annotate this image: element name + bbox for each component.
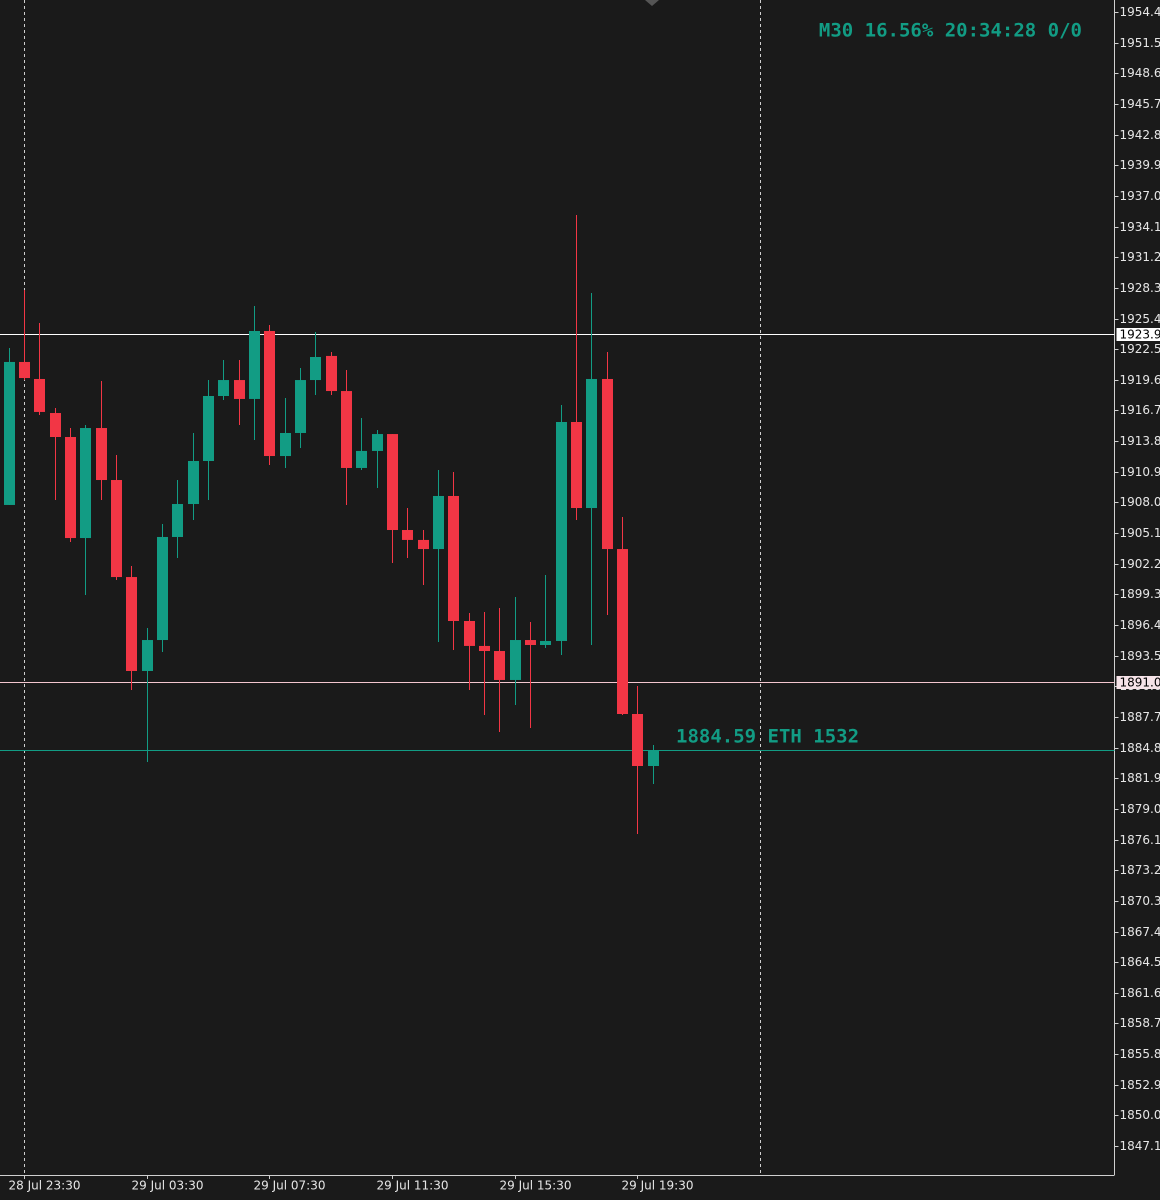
y-tick-label: 1858.72 [1120, 1016, 1160, 1030]
chart-title: M30 16.56% 20:34:28 0/0 [819, 20, 1082, 42]
candle-body [556, 421, 567, 641]
candle-body [433, 495, 444, 550]
candle-body [218, 380, 229, 396]
x-tick-label: 29 Jul 15:30 [500, 1179, 572, 1193]
y-tick-label: 1931.22 [1120, 250, 1160, 264]
y-tick-label: 1899.32 [1120, 587, 1160, 601]
candle-body [586, 378, 597, 509]
candle-body [264, 331, 275, 457]
y-tick-label: 1879.02 [1120, 802, 1160, 816]
candle-body [96, 428, 107, 481]
candle-body [525, 640, 536, 645]
price-label-box [1116, 676, 1160, 689]
price-annotation: 1884.59 ETH 1532 [676, 726, 859, 748]
y-tick-label: 1905.12 [1120, 526, 1160, 540]
y-tick-label: 1922.52 [1120, 342, 1160, 356]
candle-body [249, 331, 260, 399]
candle-body [387, 434, 398, 531]
y-tick-label: 1876.12 [1120, 833, 1160, 847]
y-tick-label: 1852.92 [1120, 1078, 1160, 1092]
y-tick-label: 1864.52 [1120, 955, 1160, 969]
y-tick-label: 1847.12 [1120, 1139, 1160, 1153]
x-tick-label: 29 Jul 19:30 [622, 1179, 694, 1193]
y-tick-label: 1945.72 [1120, 97, 1160, 111]
price-label-box [1116, 328, 1160, 341]
candle-body [50, 413, 61, 438]
candle-body [295, 380, 306, 433]
candle-body [234, 380, 245, 399]
candle-body [34, 378, 45, 412]
candle-body [341, 391, 352, 468]
y-tick-label: 1908.02 [1120, 495, 1160, 509]
y-tick-label: 1913.82 [1120, 434, 1160, 448]
x-tick-label: 29 Jul 03:30 [132, 1179, 204, 1193]
candle-body [402, 530, 413, 540]
candle-body [494, 651, 505, 680]
candle-body [648, 750, 659, 767]
candle-body [19, 361, 30, 379]
candle-body [372, 434, 383, 451]
y-tick-label: 1928.32 [1120, 281, 1160, 295]
y-tick-label: 1861.62 [1120, 986, 1160, 1000]
y-tick-label: 1937.02 [1120, 189, 1160, 203]
candle-body [172, 504, 183, 537]
candle-body [617, 549, 628, 715]
price-label: 1891.00 [1120, 676, 1160, 690]
y-tick-label: 1881.92 [1120, 771, 1160, 785]
y-tick-label: 1934.12 [1120, 220, 1160, 234]
candle-body [418, 539, 429, 550]
candle-body [111, 480, 122, 578]
y-tick-label: 1942.82 [1120, 128, 1160, 142]
candle-body [326, 355, 337, 392]
y-tick-label: 1870.32 [1120, 894, 1160, 908]
x-tick-label: 29 Jul 11:30 [377, 1179, 449, 1193]
y-tick-label: 1850.02 [1120, 1108, 1160, 1122]
candle-body [80, 428, 91, 539]
candle-body [310, 357, 321, 381]
candle-body [280, 432, 291, 457]
y-tick-label: 1910.92 [1120, 465, 1160, 479]
candle-body [142, 640, 153, 671]
shift-marker [645, 0, 659, 6]
candle-body [448, 495, 459, 622]
y-tick-label: 1887.72 [1120, 710, 1160, 724]
y-tick-label: 1919.62 [1120, 373, 1160, 387]
candle-body [479, 645, 490, 652]
y-tick-label: 1951.52 [1120, 36, 1160, 50]
y-tick-label: 1896.42 [1120, 618, 1160, 632]
x-tick-label: 28 Jul 23:30 [9, 1179, 81, 1193]
candle-body [188, 460, 199, 505]
candle-body [65, 437, 76, 539]
candle-body [4, 361, 15, 505]
candle-body [126, 577, 137, 671]
candle-body [157, 536, 168, 641]
x-tick-label: 29 Jul 07:30 [254, 1179, 326, 1193]
candle-body [632, 714, 643, 767]
y-tick-label: 1855.82 [1120, 1047, 1160, 1061]
y-tick-label: 1873.22 [1120, 863, 1160, 877]
price-label: 1923.93 [1120, 328, 1160, 342]
y-tick-label: 1902.22 [1120, 557, 1160, 571]
y-tick-label: 1916.72 [1120, 403, 1160, 417]
candle-body [571, 421, 582, 509]
y-tick-label: 1884.82 [1120, 741, 1160, 755]
candle-body [464, 621, 475, 646]
y-tick-label: 1939.92 [1120, 158, 1160, 172]
candle-body [356, 450, 367, 468]
y-tick-label: 1925.42 [1120, 312, 1160, 326]
y-tick-label: 1948.62 [1120, 66, 1160, 80]
y-tick-label: 1954.42 [1120, 5, 1160, 19]
candle-body [203, 395, 214, 461]
candle-body [510, 640, 521, 680]
candle-body [602, 378, 613, 550]
candle-body [540, 640, 551, 645]
y-tick-label: 1893.52 [1120, 649, 1160, 663]
y-tick-label: 1867.42 [1120, 925, 1160, 939]
